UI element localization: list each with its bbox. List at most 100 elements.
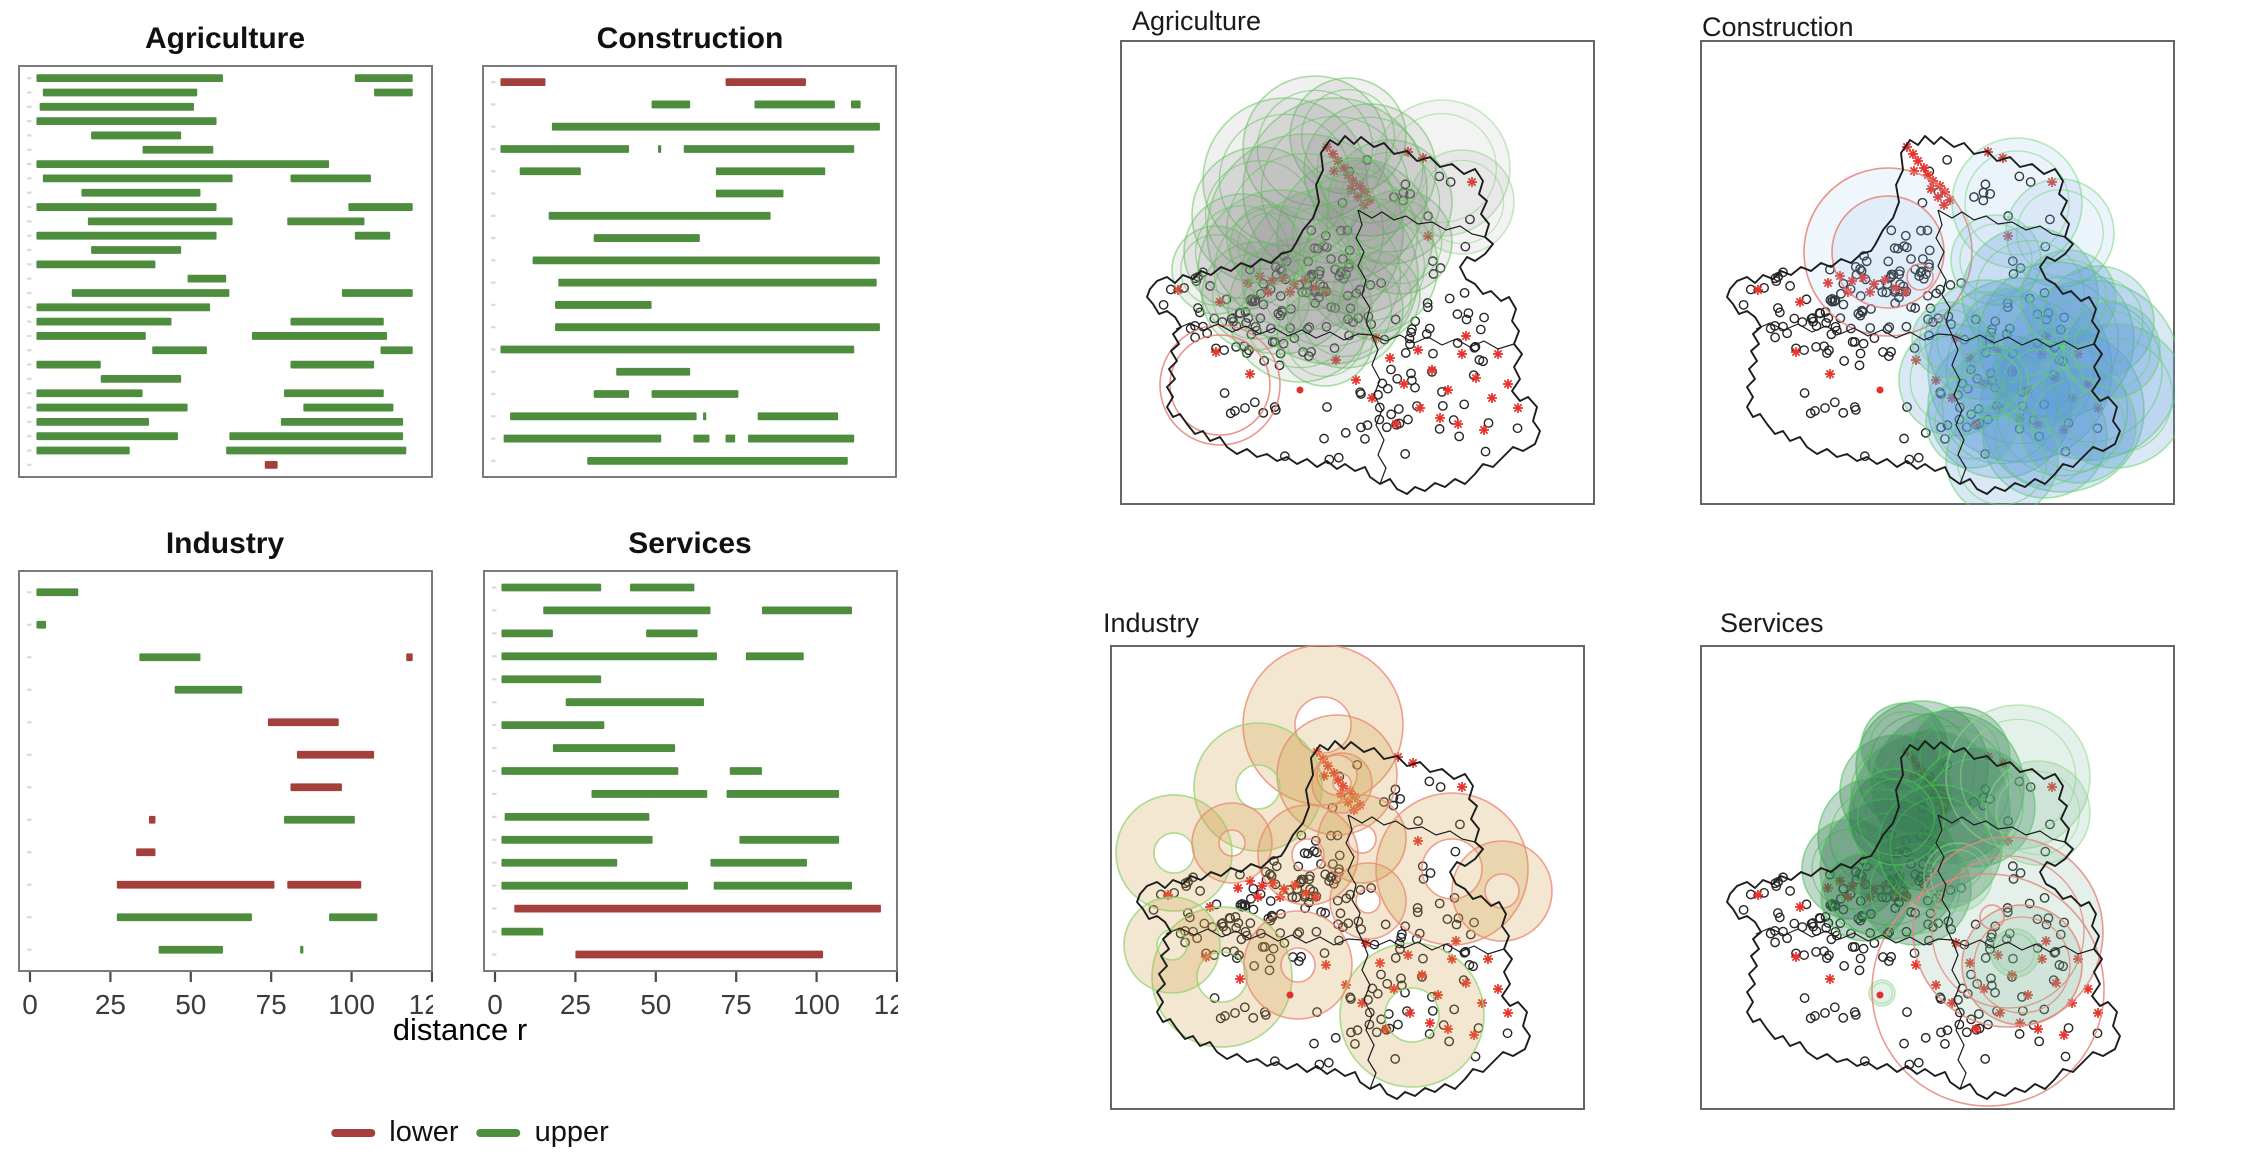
x-axis-label: distance r (392, 1012, 528, 1047)
open-circle-point (1460, 241, 1471, 252)
upper-interval-bar (354, 74, 413, 83)
open-circle-point (1940, 1039, 1950, 1049)
case-asterisk-marker (1998, 758, 2008, 768)
case-asterisk-marker (1290, 880, 1300, 890)
case-asterisk-marker (1880, 275, 1890, 285)
open-circle-point (1917, 254, 1928, 264)
open-circle-point (1857, 307, 1868, 317)
case-asterisk-marker (1333, 775, 1343, 785)
case-asterisk-marker (1965, 353, 1975, 363)
case-asterisk-marker (1998, 153, 2008, 163)
open-circle-point (2034, 1036, 2045, 1047)
case-asterisk-marker (1211, 347, 1221, 357)
open-circle-point (1808, 316, 1819, 327)
open-circle-point (1265, 953, 1276, 964)
x-axis: 0 25 50 75 100 125 (22, 972, 433, 1020)
inner-ring (1865, 746, 1995, 876)
open-circle-point (1258, 407, 1269, 418)
case-asterisk-marker (1348, 176, 1358, 186)
annulus-disc (1123, 896, 1221, 994)
case-asterisk-marker (1381, 1024, 1391, 1034)
case-asterisk-marker (1902, 142, 1912, 152)
open-circle-point (1390, 953, 1401, 963)
open-circle-point (1461, 314, 1472, 325)
case-asterisk-marker (1931, 375, 1941, 385)
open-circle-point (1437, 400, 1448, 411)
x-tick-label: 100 (328, 989, 375, 1020)
open-circle-point (1304, 897, 1314, 908)
open-circle-point (1279, 938, 1290, 949)
upper-interval-bar (226, 446, 407, 455)
open-circle-point (1805, 1013, 1816, 1024)
interval-plot-construction (482, 65, 897, 478)
upper-interval-bar (713, 881, 852, 890)
case-asterisk-marker (1503, 1008, 1513, 1018)
services-map-svg (1700, 645, 2175, 1110)
open-circle-point (1396, 932, 1407, 943)
upper-interval-bar (152, 346, 207, 355)
open-circle-point (1296, 951, 1306, 962)
case-asterisk-marker (1993, 345, 2003, 355)
open-circle-point (1849, 337, 1860, 347)
case-asterisk-marker (1417, 970, 1427, 980)
open-circle-point (1329, 343, 1340, 354)
open-circle-point (1936, 1027, 1946, 1038)
open-circle-point (2041, 919, 2052, 930)
map-panel-industry (1110, 645, 1585, 1110)
influence-disc (1373, 99, 1511, 237)
upper-interval-bar (555, 301, 652, 309)
upper-interval-bar (850, 100, 861, 109)
case-asterisk-marker (1940, 187, 1950, 197)
inner-ring (1995, 770, 2081, 856)
open-circle-point (2015, 868, 2026, 878)
open-circle-point (1512, 423, 1523, 434)
open-circle-point (1355, 387, 1366, 398)
solid-red-point (1876, 991, 1884, 999)
case-asterisk-marker (1339, 163, 1349, 173)
row-tick (492, 586, 497, 589)
x-axis: 0 25 50 75 100 125 (487, 972, 898, 1020)
open-circle-point (1427, 1005, 1438, 1016)
annulus-disc (1257, 804, 1359, 906)
open-circle-point (1854, 965, 1865, 976)
upper-interval-bar (81, 188, 201, 197)
region-boundary (1726, 740, 2121, 1100)
influence-disc (1945, 403, 2059, 505)
row-tick (27, 120, 32, 123)
open-circle-point (1376, 969, 1386, 980)
case-asterisk-marker (1869, 884, 1879, 894)
upper-interval-bar (303, 403, 394, 412)
case-asterisk-marker (1971, 1024, 1981, 1034)
row-tick (27, 191, 32, 194)
influence-discs (1159, 75, 1515, 446)
lower-interval-bar (296, 750, 375, 759)
upper-interval-bar (552, 744, 676, 752)
open-circle-point (1945, 280, 1956, 290)
inner-ring (1964, 150, 2070, 256)
open-circle-point (1913, 1057, 1924, 1068)
upper-interval-bar (36, 432, 178, 441)
upper-interval-bar (36, 417, 149, 426)
row-tick (27, 134, 32, 137)
upper-interval-bar (36, 403, 188, 412)
open-circle-point (1894, 292, 1904, 303)
case-asterisk-marker (1791, 952, 1801, 962)
open-circle-point (1823, 918, 1834, 928)
influence-disc (1227, 237, 1373, 383)
open-circle-point (1424, 776, 1435, 787)
case-asterisk-marker (1300, 275, 1310, 285)
lower-interval-bar (725, 78, 806, 87)
open-circle-point (1219, 345, 1230, 355)
upper-interval-bar (251, 332, 387, 340)
case-asterisk-marker (2023, 990, 2033, 1000)
open-circle-point (1341, 893, 1352, 904)
upper-interval-bar (501, 629, 553, 638)
upper-interval-bar (710, 858, 807, 867)
open-circle-point (1320, 869, 1331, 880)
province-border (1755, 322, 1953, 341)
upper-interval-bar (290, 317, 384, 326)
influence-disc (1909, 706, 2011, 808)
upper-interval-bar (158, 945, 223, 954)
interval-rows (27, 74, 413, 469)
region-boundary (1726, 135, 2121, 495)
